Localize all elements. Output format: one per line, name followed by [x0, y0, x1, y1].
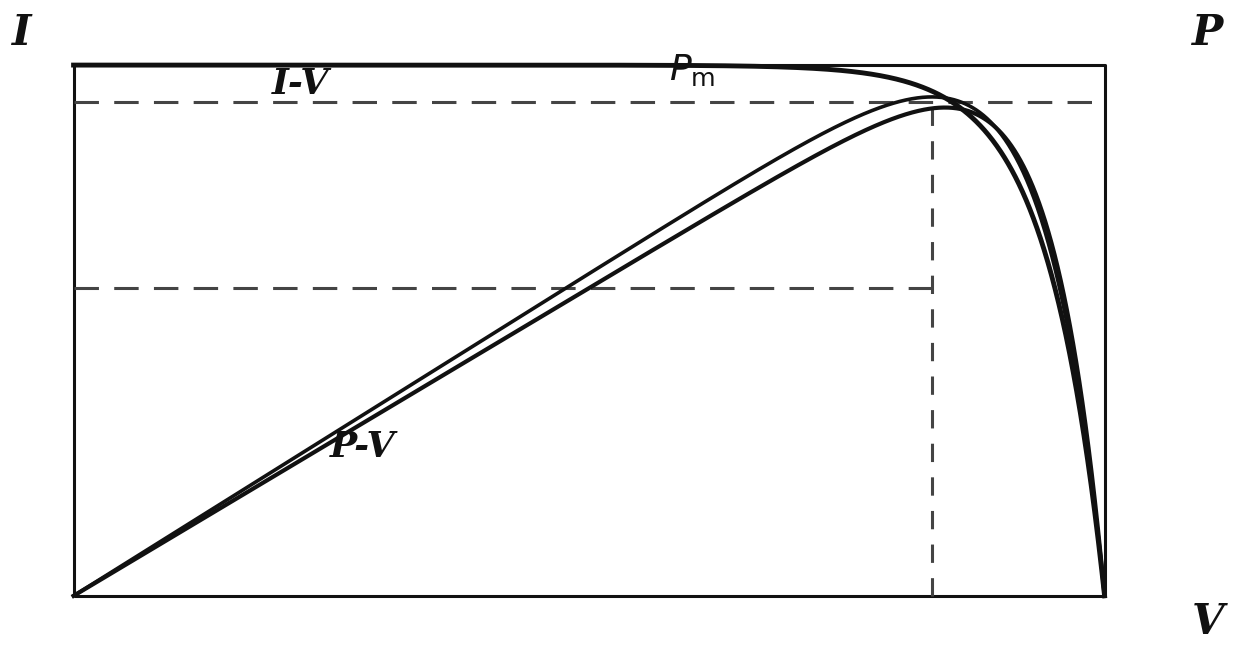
Text: P-V: P-V: [330, 430, 396, 464]
Text: $P_{\mathrm{m}}$: $P_{\mathrm{m}}$: [670, 52, 715, 89]
Text: P: P: [1192, 12, 1224, 54]
Text: V: V: [1192, 601, 1224, 643]
Text: I-V: I-V: [272, 67, 329, 101]
Text: I: I: [12, 12, 32, 54]
